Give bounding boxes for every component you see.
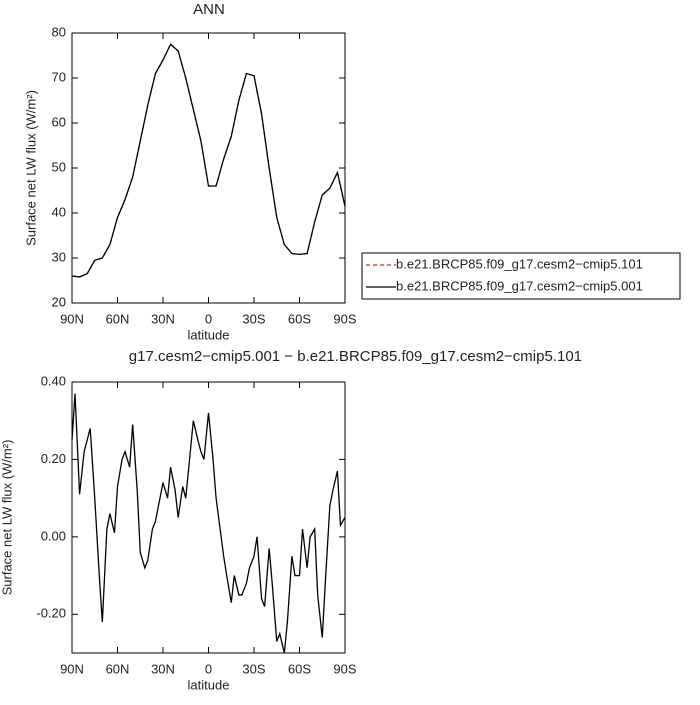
x-tick-label: 90N: [60, 311, 84, 326]
y-tick-label: 40: [52, 204, 66, 219]
x-tick-label: 90S: [333, 661, 356, 676]
y-axis-label: Surface net LW flux (W/m²): [0, 440, 14, 596]
series-line: [71, 43, 346, 278]
y-tick-label: 0.40: [41, 373, 66, 388]
x-tick-label: 60S: [288, 311, 311, 326]
y-tick-label: 0.00: [41, 528, 66, 543]
x-tick-label: 0: [205, 311, 212, 326]
x-tick-label: 90N: [60, 661, 84, 676]
y-tick-label: 80: [52, 24, 66, 39]
chart-title: g17.cesm2−cmip5.001 − b.e21.BRCP85.f09_g…: [129, 348, 582, 365]
x-tick-label: 30S: [242, 311, 265, 326]
x-axis-label: latitude: [188, 327, 230, 342]
legend-label: b.e21.BRCP85.f09_g17.cesm2−cmip5.001: [396, 278, 643, 293]
y-tick-label: 20: [52, 294, 66, 309]
x-tick-label: 90S: [333, 311, 356, 326]
y-axis-label: Surface net LW flux (W/m²): [23, 90, 38, 246]
legend-box: [361, 252, 681, 300]
y-tick-label: -0.20: [36, 606, 66, 621]
plot-frame: [71, 381, 346, 654]
chart-title: ANN: [193, 1, 225, 18]
y-tick-label: 30: [52, 249, 66, 264]
x-tick-label: 60N: [106, 311, 130, 326]
x-tick-label: 30N: [151, 311, 175, 326]
y-tick-label: 50: [52, 159, 66, 174]
x-axis-label: latitude: [188, 677, 230, 692]
y-tick-label: 60: [52, 114, 66, 129]
x-tick-label: 30N: [151, 661, 175, 676]
series-line: [71, 393, 346, 654]
series-line: [71, 43, 346, 278]
x-tick-label: 0: [205, 661, 212, 676]
y-tick-label: 70: [52, 69, 66, 84]
x-tick-label: 60N: [106, 661, 130, 676]
legend-label: b.e21.BRCP85.f09_g17.cesm2−cmip5.101: [396, 256, 643, 271]
x-tick-label: 30S: [242, 661, 265, 676]
x-tick-label: 60S: [288, 661, 311, 676]
y-tick-label: 0.20: [41, 451, 66, 466]
plot-frame: [71, 32, 346, 304]
